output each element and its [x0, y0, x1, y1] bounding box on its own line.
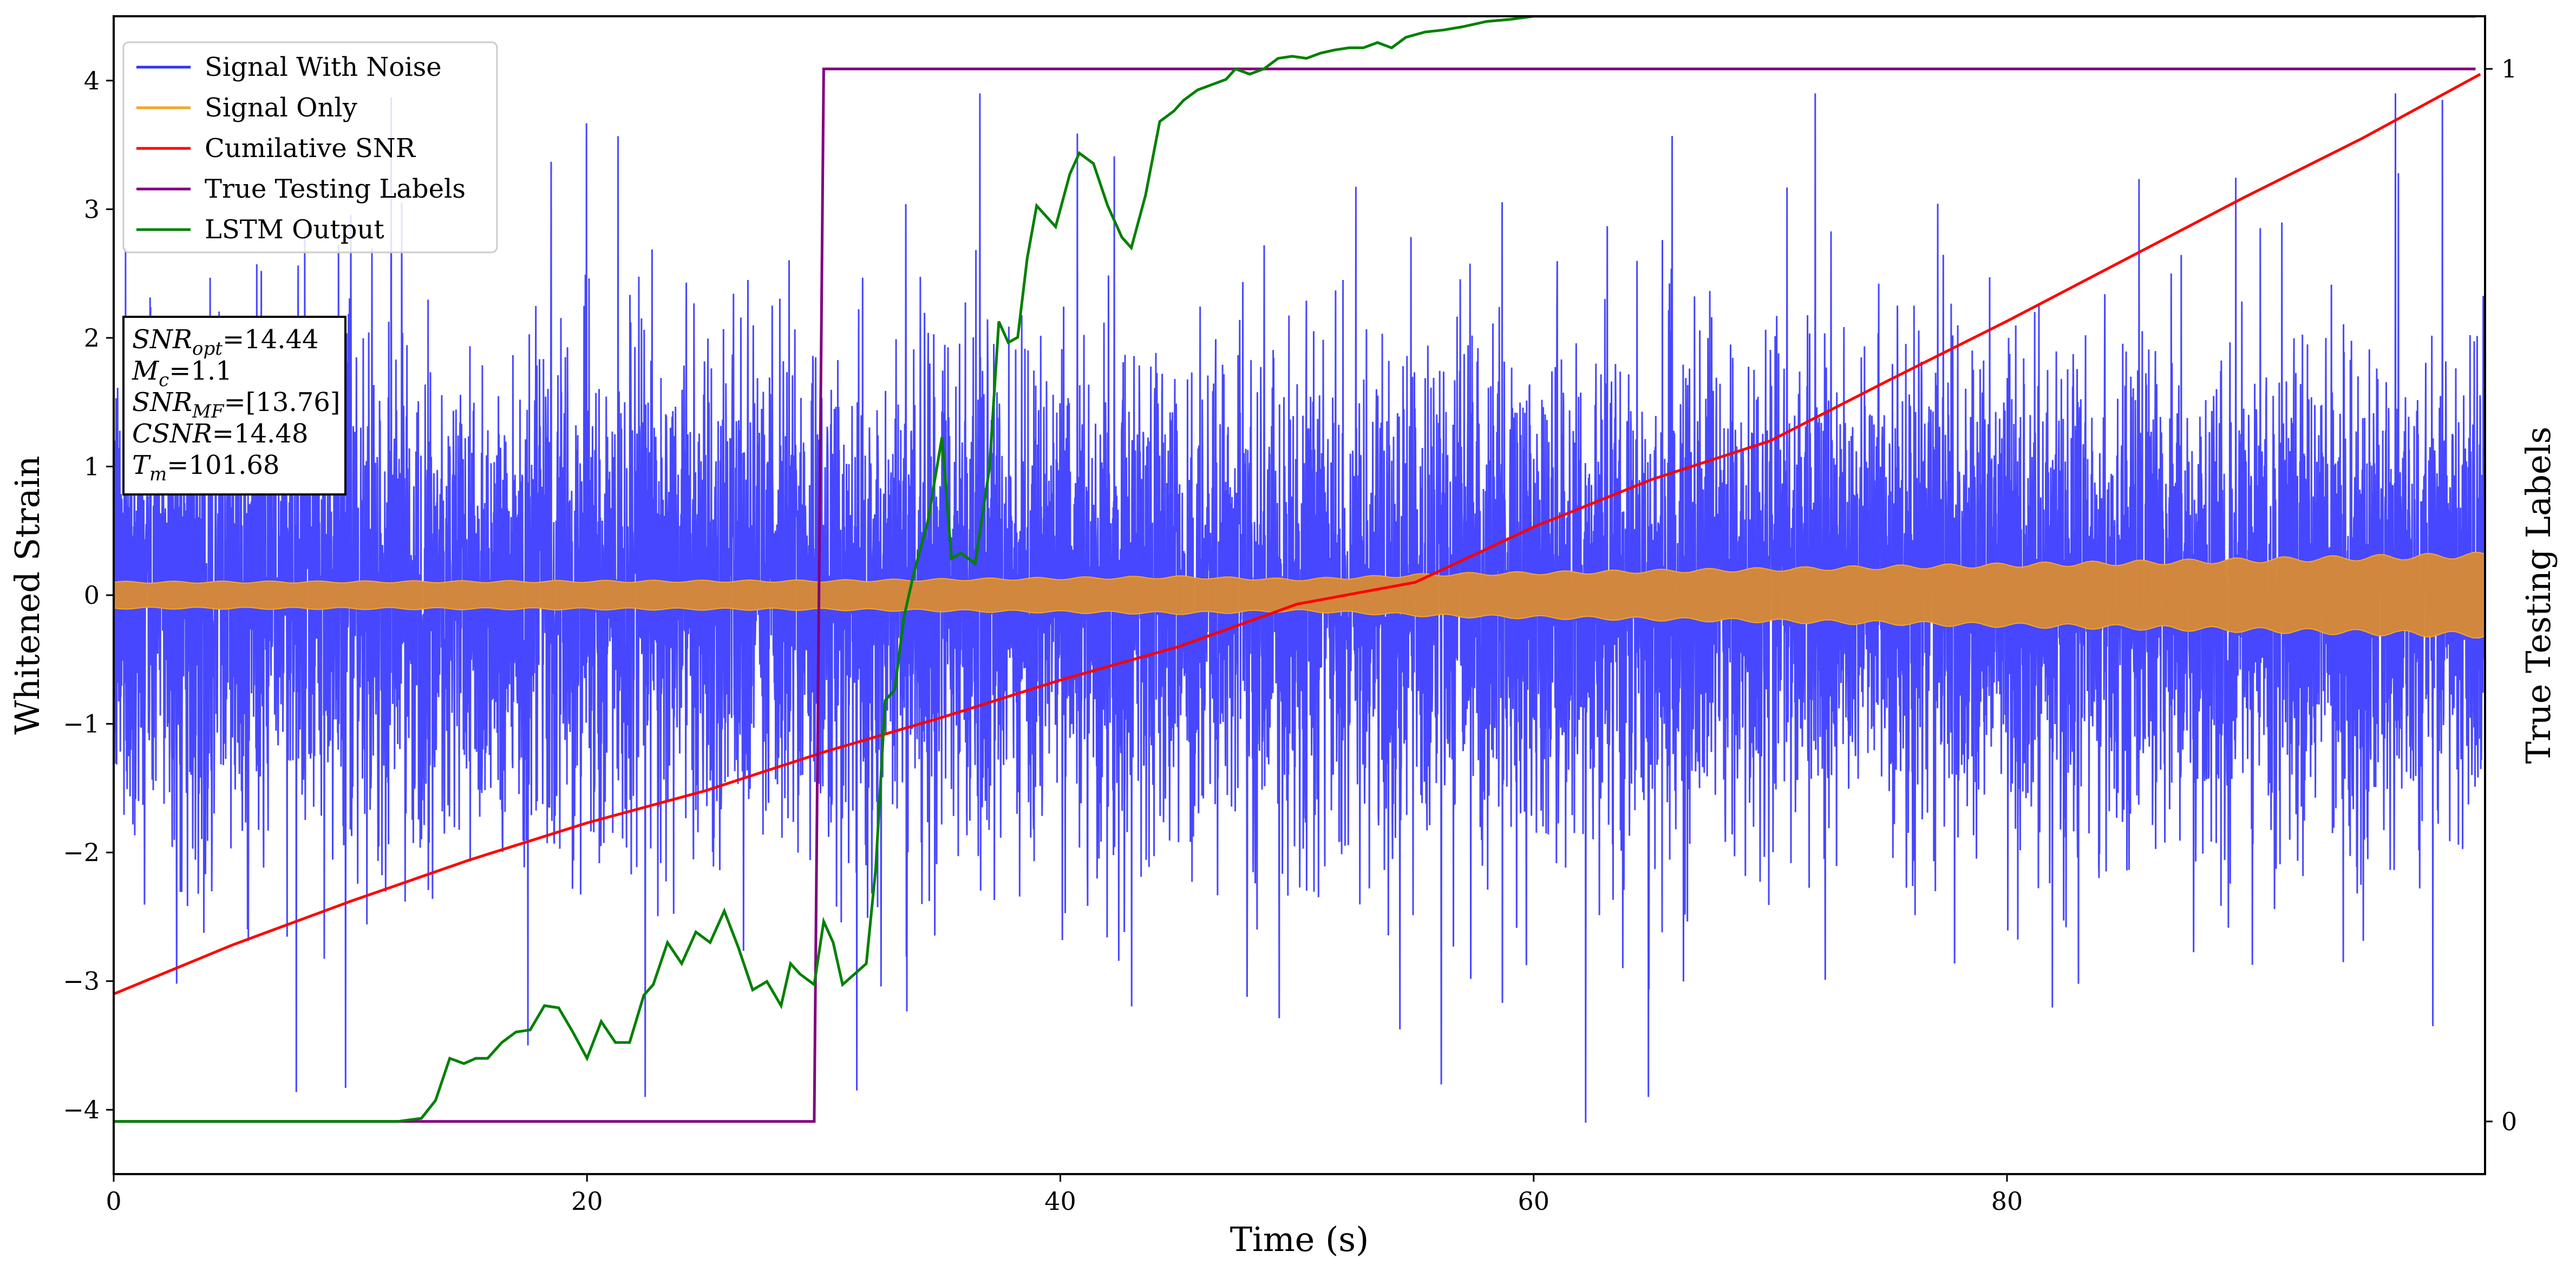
info-value: =[13.76]	[224, 387, 340, 418]
series-cumilative-snr	[114, 73, 2481, 995]
y-tick-label: −2	[63, 838, 100, 867]
x-tick-label: 20	[571, 1187, 603, 1216]
legend-label: Signal With Noise	[205, 52, 442, 82]
info-symbol: T	[132, 450, 151, 480]
info-line: Tm=101.68	[132, 450, 279, 485]
series-signal-only	[114, 551, 2485, 639]
x-axis-title: Time (s)	[1230, 1220, 1369, 1259]
x-tick-label: 0	[106, 1187, 121, 1216]
info-line: CSNR=14.48	[132, 419, 308, 449]
y-tick-label: 0	[84, 581, 100, 610]
info-box: SNRopt=14.44Mc=1.1SNRMF=[13.76]CSNR=14.4…	[122, 316, 346, 496]
y2-axis-title: True Testing Labels	[2519, 427, 2558, 764]
info-symbol: M	[132, 356, 160, 386]
info-line: Mc=1.1	[132, 356, 232, 391]
legend-label: Cumilative SNR	[205, 133, 416, 164]
legend-label: True Testing Labels	[205, 174, 466, 204]
legend: Signal With Noise Signal Only Cumilative S…	[122, 41, 498, 253]
info-subscript: c	[159, 369, 169, 391]
series-true-testing-labels	[114, 67, 2476, 1123]
x-tick-label: 60	[1518, 1187, 1549, 1216]
series-lstm-output	[114, 16, 2476, 1123]
legend-label: LSTM Output	[205, 214, 384, 245]
y2-tick-label: 0	[2501, 1107, 2517, 1136]
info-value: =101.68	[167, 450, 279, 480]
info-value: =1.1	[169, 356, 232, 386]
y-axis-title: Whitened Strain	[8, 456, 47, 735]
info-subscript: opt	[192, 338, 223, 360]
y-tick-label: −1	[63, 709, 100, 739]
info-subscript: MF	[192, 401, 225, 422]
y-tick-label: 1	[84, 452, 100, 481]
y2-tick-label: 1	[2501, 54, 2517, 83]
series-layer	[114, 16, 2485, 1123]
info-subscript: m	[149, 464, 167, 485]
info-value: =14.44	[223, 324, 319, 355]
info-symbol: SNR	[132, 324, 192, 355]
info-symbol: SNR	[132, 387, 192, 418]
x-tick-label: 80	[1991, 1187, 2023, 1216]
legend-label: Signal Only	[205, 93, 357, 123]
x-tick-label: 40	[1044, 1187, 1076, 1216]
info-line: SNRopt=14.44	[132, 324, 319, 360]
y-tick-label: −3	[63, 967, 100, 996]
info-value: =14.48	[212, 419, 309, 449]
y-tick-label: 3	[84, 194, 100, 224]
info-line: SNRMF=[13.76]	[132, 387, 341, 422]
info-box-frame	[122, 316, 346, 496]
y-tick-label: −4	[63, 1095, 100, 1124]
legend-box	[122, 41, 498, 253]
info-symbol: CSNR	[132, 419, 212, 449]
y-tick-label: 2	[84, 323, 100, 353]
y-tick-label: 4	[84, 66, 100, 95]
